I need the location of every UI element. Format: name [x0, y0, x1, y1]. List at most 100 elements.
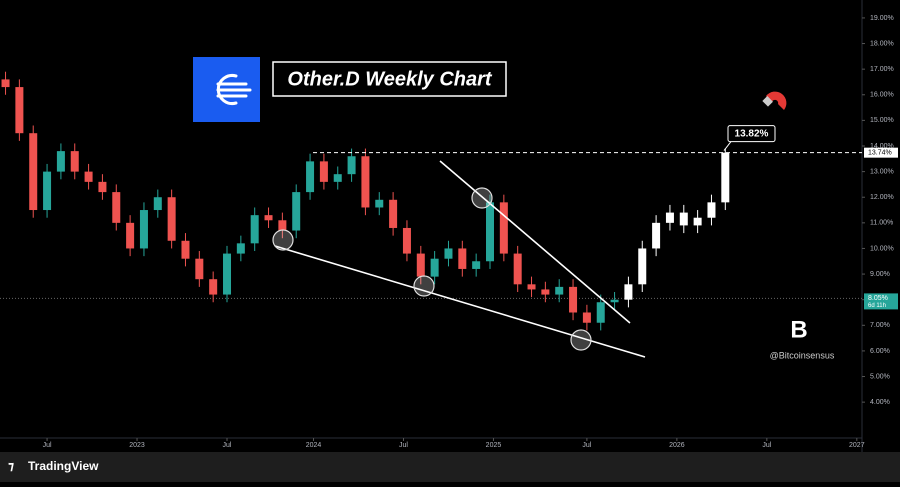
candle-body — [555, 286, 564, 295]
y-tick-label: 6.00% — [870, 348, 890, 355]
candle-body — [665, 212, 674, 223]
x-tick-label: Jul — [43, 442, 52, 449]
candle-body — [56, 151, 65, 172]
candle-body — [250, 215, 259, 244]
x-tick-label: Jul — [762, 442, 771, 449]
footer-bar — [0, 452, 900, 482]
candle-body — [84, 171, 93, 182]
target-box — [727, 125, 776, 143]
candle-body — [98, 181, 107, 193]
candle-body — [375, 199, 384, 208]
candle-body — [70, 151, 79, 172]
candle-body — [472, 261, 481, 269]
y-tick-label: 17.00% — [870, 66, 894, 73]
countdown-label: 6d 11h — [868, 303, 886, 309]
candle-body — [707, 202, 716, 218]
x-tick-label: Jul — [399, 442, 408, 449]
watermark: @Bitcoinsensus — [770, 350, 835, 360]
candle-body — [264, 215, 273, 221]
candle-body — [499, 202, 508, 254]
chart-title: Other.D Weekly Chart — [287, 68, 492, 90]
x-tick-label: Jul — [582, 442, 591, 449]
target-label: 13.82% — [735, 128, 769, 139]
y-tick-label: 5.00% — [870, 373, 890, 380]
candle-body — [236, 243, 245, 254]
candle-body — [1, 79, 10, 88]
candle-body — [347, 156, 356, 175]
y-tick-label: 18.00% — [870, 40, 894, 47]
candle-body — [679, 212, 688, 226]
touch-point — [272, 229, 294, 251]
candle-body — [195, 258, 204, 280]
current-price-tag — [864, 293, 898, 310]
candle-body — [29, 133, 38, 211]
target-pointer — [723, 141, 732, 151]
y-tick-label: 14.00% — [870, 143, 894, 150]
candle-body — [306, 161, 315, 193]
candle-body — [569, 286, 578, 313]
candle-body — [582, 312, 591, 323]
y-tick-label: 10.00% — [870, 245, 894, 252]
x-tick-label: 2027 — [849, 442, 865, 449]
candle-body — [610, 299, 619, 303]
candle-body — [652, 222, 661, 249]
current-price-label: 8.05% — [868, 295, 888, 302]
candle-body — [389, 199, 398, 228]
y-tick-label: 7.00% — [870, 322, 890, 329]
brand-logo: B — [790, 316, 807, 343]
candle-body — [624, 284, 633, 300]
touch-points — [272, 187, 592, 351]
candle-body — [486, 202, 495, 262]
candle-body — [638, 248, 647, 285]
touch-point — [413, 275, 435, 297]
x-tick-label: 2024 — [306, 442, 322, 449]
candle-body — [458, 248, 467, 269]
resistance-line — [439, 160, 631, 324]
resistance-tag — [864, 147, 898, 158]
candle-body — [402, 227, 411, 254]
candle-body — [319, 161, 328, 182]
y-tick-label: 16.00% — [870, 92, 894, 99]
candle-body — [139, 210, 148, 249]
candle-body — [223, 253, 232, 295]
candle-body — [416, 253, 425, 277]
y-tick-label: 19.00% — [870, 15, 894, 22]
candle-body — [444, 248, 453, 259]
candle-body — [693, 217, 702, 226]
candle-body — [167, 197, 176, 241]
touch-point — [471, 187, 493, 209]
resistance-label: 13.74% — [868, 150, 892, 157]
y-tick-label: 15.00% — [870, 117, 894, 124]
candle-body — [596, 302, 605, 323]
title-box — [272, 61, 507, 97]
candle-body — [43, 171, 52, 211]
x-tick-label: Jul — [223, 442, 232, 449]
candle-body — [181, 240, 190, 259]
candle-body — [527, 284, 536, 290]
candle-body — [513, 253, 522, 285]
y-tick-label: 13.00% — [870, 168, 894, 175]
x-tick-label: 2025 — [486, 442, 502, 449]
y-tick-label: 11.00% — [870, 220, 893, 227]
x-tick-label: 2026 — [669, 442, 685, 449]
brand-mark: ⁊ — [8, 459, 14, 473]
touch-point — [570, 329, 592, 351]
magnet-icon — [762, 91, 787, 110]
candle-body — [541, 289, 550, 295]
y-tick-label: 4.00% — [870, 399, 890, 406]
candle-body — [361, 156, 370, 208]
support-line — [274, 245, 646, 358]
plot — [0, 71, 862, 331]
candle-body — [153, 197, 162, 211]
candle-body — [430, 258, 439, 277]
candle-body — [209, 279, 218, 295]
candle-body — [15, 87, 24, 134]
logo-icon — [216, 74, 252, 105]
candle-body — [333, 174, 342, 182]
y-tick-label: 12.00% — [870, 194, 894, 201]
candle-body — [292, 192, 301, 231]
candle-body — [721, 152, 730, 203]
x-tick-label: 2023 — [129, 442, 145, 449]
candle-body — [112, 192, 121, 223]
